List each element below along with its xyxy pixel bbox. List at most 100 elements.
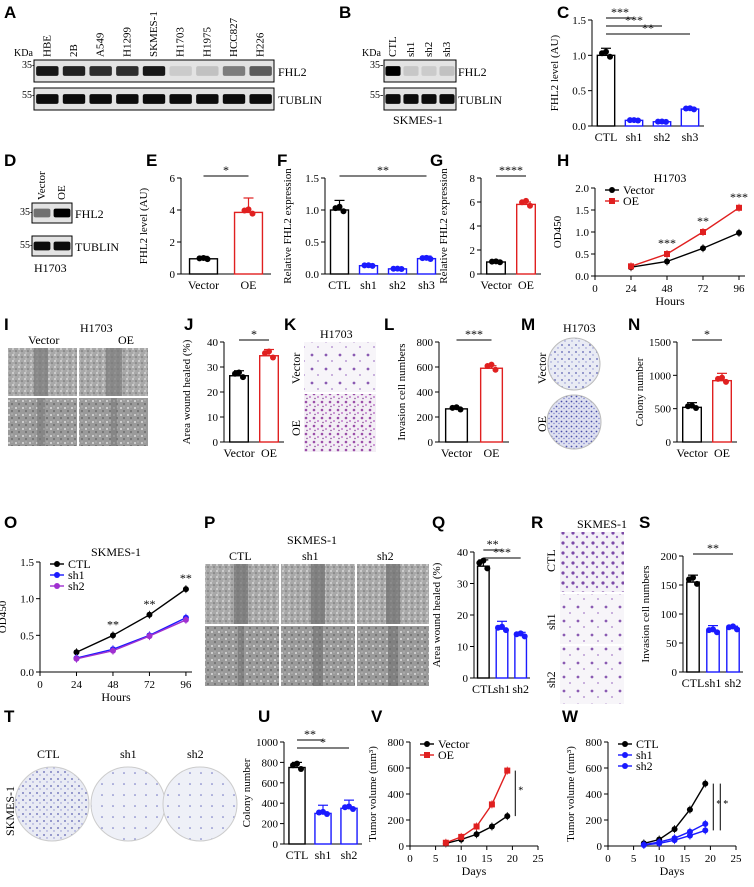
x-tick-label: 72 <box>698 283 709 295</box>
fhl2-band <box>385 66 401 76</box>
y-tick-label: 1.0 <box>572 50 586 62</box>
data-point <box>346 803 352 810</box>
x-tick-label: sh1 <box>315 848 332 862</box>
wound-gap <box>111 398 117 446</box>
blot-b-fhl2-label: FHL2 <box>458 65 487 79</box>
blot-b-tubulin-strip <box>383 87 457 111</box>
legend-label: OE <box>438 748 454 762</box>
x-tick-label: 20 <box>507 853 519 865</box>
data-point <box>723 378 729 385</box>
data-point <box>710 626 716 633</box>
bar <box>340 807 358 845</box>
y-tick-label: 20 <box>207 387 219 399</box>
legend-marker <box>424 741 430 747</box>
legend-label: sh1 <box>68 568 85 582</box>
x-tick-label: sh2 <box>341 848 358 862</box>
y-tick-label: 0 <box>428 437 434 449</box>
y-axis-label: Relative FHL2 expression <box>438 168 450 284</box>
data-point <box>484 565 491 572</box>
lane-label: A549 <box>95 32 107 57</box>
bar <box>444 408 469 443</box>
wound-gap <box>386 564 400 624</box>
lane-label: sh2 <box>423 42 435 57</box>
legend-marker <box>54 572 60 578</box>
y-tick-label: 500 <box>655 404 672 416</box>
x-tick-label: Vector <box>223 446 254 460</box>
y-tick-label: 0 <box>463 673 469 685</box>
legend-label: CTL <box>636 737 659 751</box>
x-tick-label: 48 <box>107 679 119 691</box>
y-tick-label: 400 <box>262 798 279 810</box>
fhl2-band <box>142 66 166 76</box>
x-axis-label: Days <box>660 864 685 878</box>
y-tick-label: 200 <box>262 819 279 831</box>
y-tick-label: 8 <box>470 173 476 185</box>
legend-marker <box>622 763 628 769</box>
blot-d-fhl2-label: FHL2 <box>75 207 104 221</box>
y-tick-label: 600 <box>417 362 434 374</box>
y-tick-label: 100 <box>661 609 678 621</box>
y-tick-label: 6 <box>170 173 176 185</box>
chart-title: SKMES-1 <box>91 545 141 559</box>
data-point <box>270 354 276 361</box>
image-m-row-vector: Vector <box>535 353 549 384</box>
image-i-title: H1703 <box>80 321 113 335</box>
y-tick-label: 1.0 <box>20 594 34 606</box>
y-axis-label: FHL2 level (AU) <box>549 34 561 111</box>
data-point <box>453 404 460 411</box>
image-p-title: SKMES-1 <box>287 533 337 547</box>
significance-mark: *** <box>465 327 483 341</box>
image-m-title: H1703 <box>563 321 596 335</box>
significance-mark: ** <box>642 21 654 35</box>
significance-mark: ** <box>697 214 709 228</box>
x-tick-label: 0 <box>407 853 413 865</box>
data-point <box>499 623 505 630</box>
image-p-col-ctl: CTL <box>229 549 252 563</box>
x-tick-label: 15 <box>481 853 493 865</box>
y-tick-label: 4 <box>170 205 176 217</box>
y-tick-label: 20 <box>457 610 469 622</box>
chart-title: H1703 <box>654 171 687 185</box>
data-point <box>730 623 736 630</box>
data-point <box>503 627 509 634</box>
chart-o: 0.0 0.5 1.0 1.5 OD450 0 24 48 72 96 Hours SKMES-1CT… <box>0 545 192 704</box>
bar <box>495 628 509 679</box>
x-tick-label: 15 <box>679 853 691 865</box>
chart-g: 0 2 4 6 8 Relative FHL2 expression Vector OE ***… <box>438 163 541 292</box>
fhl2-band <box>36 66 59 76</box>
lane-label: SKMES-1 <box>148 11 160 57</box>
panel-label-c: C <box>557 3 569 22</box>
x-tick-label: CTL <box>682 676 705 690</box>
y-tick-label: 150 <box>661 580 678 592</box>
legend-label: Vector <box>438 737 469 751</box>
y-axis-label: Tumor volume (mm³) <box>367 746 379 842</box>
lane-label: H1703 <box>175 27 187 57</box>
x-tick-label: sh2 <box>725 676 742 690</box>
bar <box>259 355 280 443</box>
bar <box>686 581 700 673</box>
tubulin-band <box>89 94 112 104</box>
y-tick-label: 400 <box>417 387 434 399</box>
y-tick-label: 800 <box>586 737 603 749</box>
blot-b-kda: KDa <box>362 48 381 59</box>
chart-f: 0.0 0.5 1.0 1.5 Relative FHL2 expression CTL s… <box>282 163 441 292</box>
image-r: SKMES-1 CTL sh1 sh2 <box>544 517 627 704</box>
x-tick-label: sh2 <box>654 130 671 144</box>
significance-mark: ** <box>143 597 155 611</box>
x-tick-label: sh3 <box>418 278 435 292</box>
invasion-r-sh1 <box>560 594 624 644</box>
data-point <box>719 374 725 381</box>
panel-label-w: W <box>562 707 579 726</box>
y-axis-label: Area wound healed (%) <box>431 562 443 667</box>
y-tick-label: 2.0 <box>575 183 589 195</box>
x-tick-label: 48 <box>662 283 674 295</box>
blot-d-cell-line: H1703 <box>34 261 67 275</box>
legend-label: sh2 <box>68 579 85 593</box>
data-point <box>694 580 700 587</box>
lane-label: HCC827 <box>228 17 240 57</box>
x-tick-label: 25 <box>533 853 545 865</box>
legend-marker <box>622 752 628 758</box>
colony-well-t-ctl <box>14 766 90 842</box>
